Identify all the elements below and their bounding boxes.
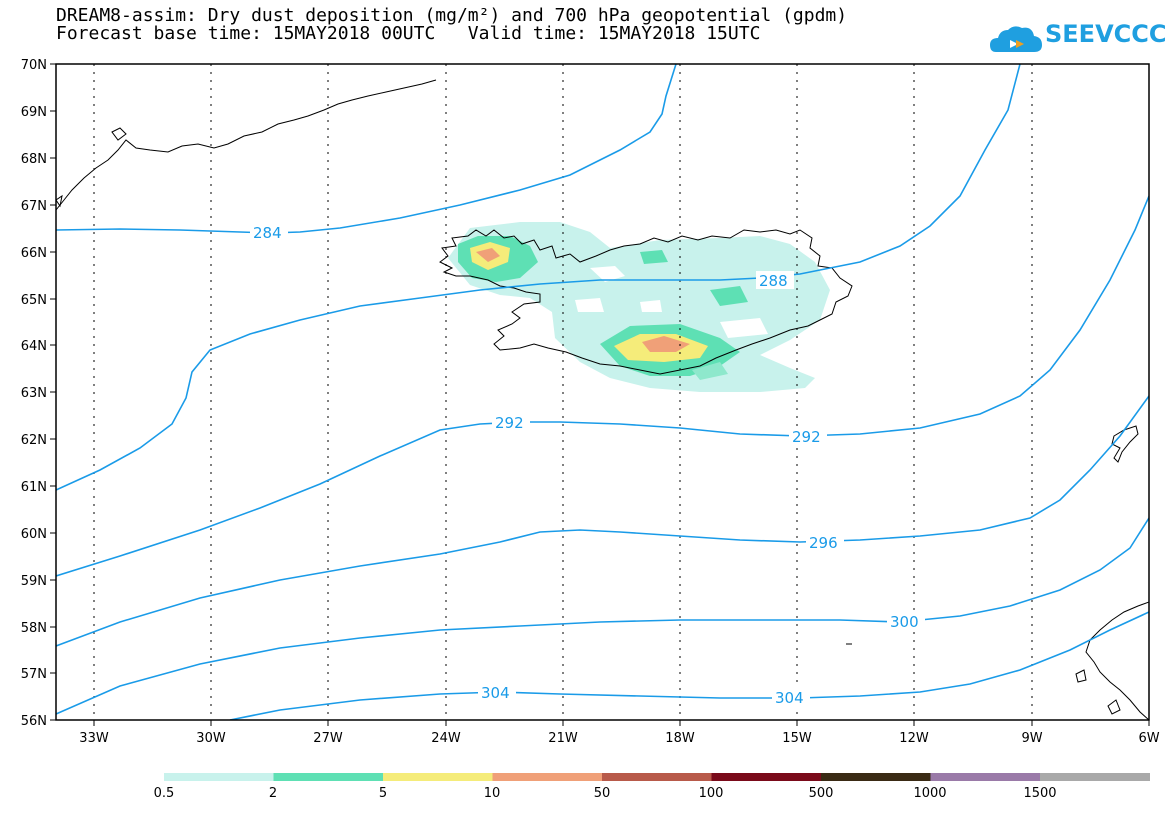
legend-swatch: [273, 773, 384, 781]
cloud-logo-icon: [990, 26, 1042, 52]
longitude-labels: 33W 30W 27W 24W 21W 18W 15W 12W 9W 6W: [79, 731, 1159, 746]
lon-label: 27W: [313, 731, 343, 746]
lat-label: 59N: [21, 574, 47, 589]
map-title-line2: Forecast base time: 15MAY2018 00UTC Vali…: [56, 23, 761, 44]
lon-label: 12W: [899, 731, 929, 746]
legend-swatch: [821, 773, 931, 781]
lon-label: 30W: [196, 731, 226, 746]
legend-swatch: [1040, 773, 1150, 781]
lon-label: 33W: [79, 731, 109, 746]
lon-label: 9W: [1021, 731, 1042, 746]
lon-label: 24W: [431, 731, 461, 746]
lat-label: 57N: [21, 667, 47, 682]
legend-label: 2: [269, 786, 277, 801]
legend-label: 500: [809, 786, 834, 801]
lon-label: 6W: [1138, 731, 1159, 746]
legend-label: 50: [594, 786, 611, 801]
lon-label: 21W: [548, 731, 578, 746]
legend-swatch: [164, 773, 274, 781]
lat-label: 63N: [21, 386, 47, 401]
map-title-line1: DREAM8-assim: Dry dust deposition (mg/m²…: [56, 5, 848, 26]
logo-text: SEEVCCC: [1045, 20, 1167, 48]
contour-label: 296: [809, 534, 838, 552]
graticule: [93, 64, 1033, 720]
coastlines: [56, 79, 1149, 720]
contour-label: 288: [759, 272, 788, 290]
contour-label: 300: [890, 613, 919, 631]
legend-label: 1500: [1023, 786, 1056, 801]
contour-label-bg: [250, 223, 925, 706]
legend-label: 5: [379, 786, 387, 801]
latitude-labels: 70N 69N 68N 67N 66N 65N 64N 63N 62N 61N …: [21, 58, 47, 729]
lat-label: 58N: [21, 621, 47, 636]
legend-label: 0.5: [154, 786, 175, 801]
contour-label: 304: [775, 689, 804, 707]
lat-label: 64N: [21, 339, 47, 354]
axis-ticks: [50, 63, 1150, 726]
lat-label: 65N: [21, 293, 47, 308]
lat-label: 61N: [21, 480, 47, 495]
legend-label: 10: [484, 786, 501, 801]
lat-label: 67N: [21, 199, 47, 214]
legend-swatch: [602, 773, 712, 781]
contour-labels: 284 288 292 292 296 300 304 304: [253, 224, 919, 707]
legend-swatch: [492, 773, 603, 781]
contour-label: 284: [253, 224, 282, 242]
contour-label: 292: [792, 428, 821, 446]
lon-label: 18W: [665, 731, 695, 746]
legend-label: 100: [699, 786, 724, 801]
legend-colorbar: [164, 773, 1150, 781]
lat-label: 62N: [21, 433, 47, 448]
legend-label: 1000: [913, 786, 946, 801]
legend-swatch: [383, 773, 493, 781]
lat-label: 60N: [21, 527, 47, 542]
lat-label: 66N: [21, 246, 47, 261]
contour-label: 304: [481, 684, 510, 702]
dust-shading: [448, 222, 830, 392]
lat-label: 56N: [21, 714, 47, 729]
contour-label: 292: [495, 414, 524, 432]
legend-swatch: [711, 773, 822, 781]
lat-label: 70N: [21, 58, 47, 73]
lat-label: 68N: [21, 152, 47, 167]
lon-label: 15W: [782, 731, 812, 746]
geopotential-contours: [56, 64, 1149, 720]
lat-label: 69N: [21, 105, 47, 120]
legend-labels: 0.5 2 5 10 50 100 500 1000 1500: [154, 786, 1057, 801]
legend-swatch: [930, 773, 1041, 781]
